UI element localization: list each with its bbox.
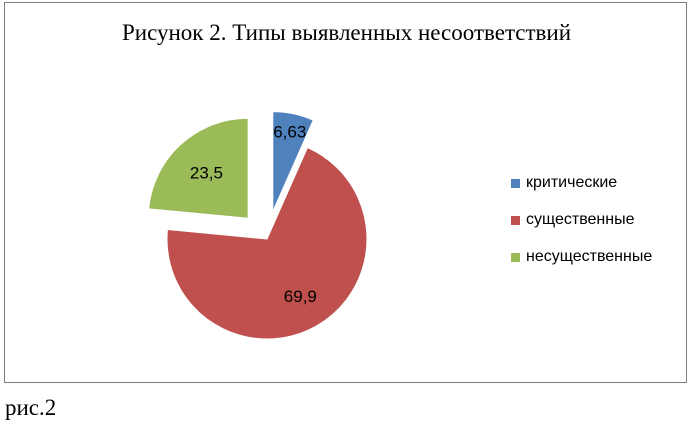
legend-swatch-critical [511, 178, 520, 188]
pie-slice-insignificant [148, 117, 249, 219]
chart-title: Рисунок 2. Типы выявленных несоответстви… [121, 20, 572, 45]
pie-slice-critical [272, 111, 314, 212]
legend-item-insignificant: несущественные [511, 248, 652, 266]
data-label-critical: 6,63 [273, 122, 306, 141]
figure-caption: рис.2 [5, 395, 57, 420]
pie-slice-significant [166, 146, 368, 340]
legend: критические существенные несущественные [511, 174, 652, 285]
data-label-significant: 69,9 [284, 287, 317, 306]
legend-swatch-significant [511, 215, 520, 225]
data-label-insignificant: 23,5 [190, 163, 223, 182]
chart-area: Рисунок 2. Типы выявленных несоответстви… [4, 2, 687, 383]
legend-label-critical: критические [526, 174, 618, 191]
legend-label-significant: существенные [526, 211, 635, 228]
legend-label-insignificant: несущественные [526, 248, 653, 265]
legend-item-critical: критические [511, 174, 652, 192]
legend-swatch-insignificant [511, 252, 520, 262]
legend-item-significant: существенные [511, 211, 652, 229]
pie-chart: 6,63 69,9 23,5 [148, 111, 368, 340]
